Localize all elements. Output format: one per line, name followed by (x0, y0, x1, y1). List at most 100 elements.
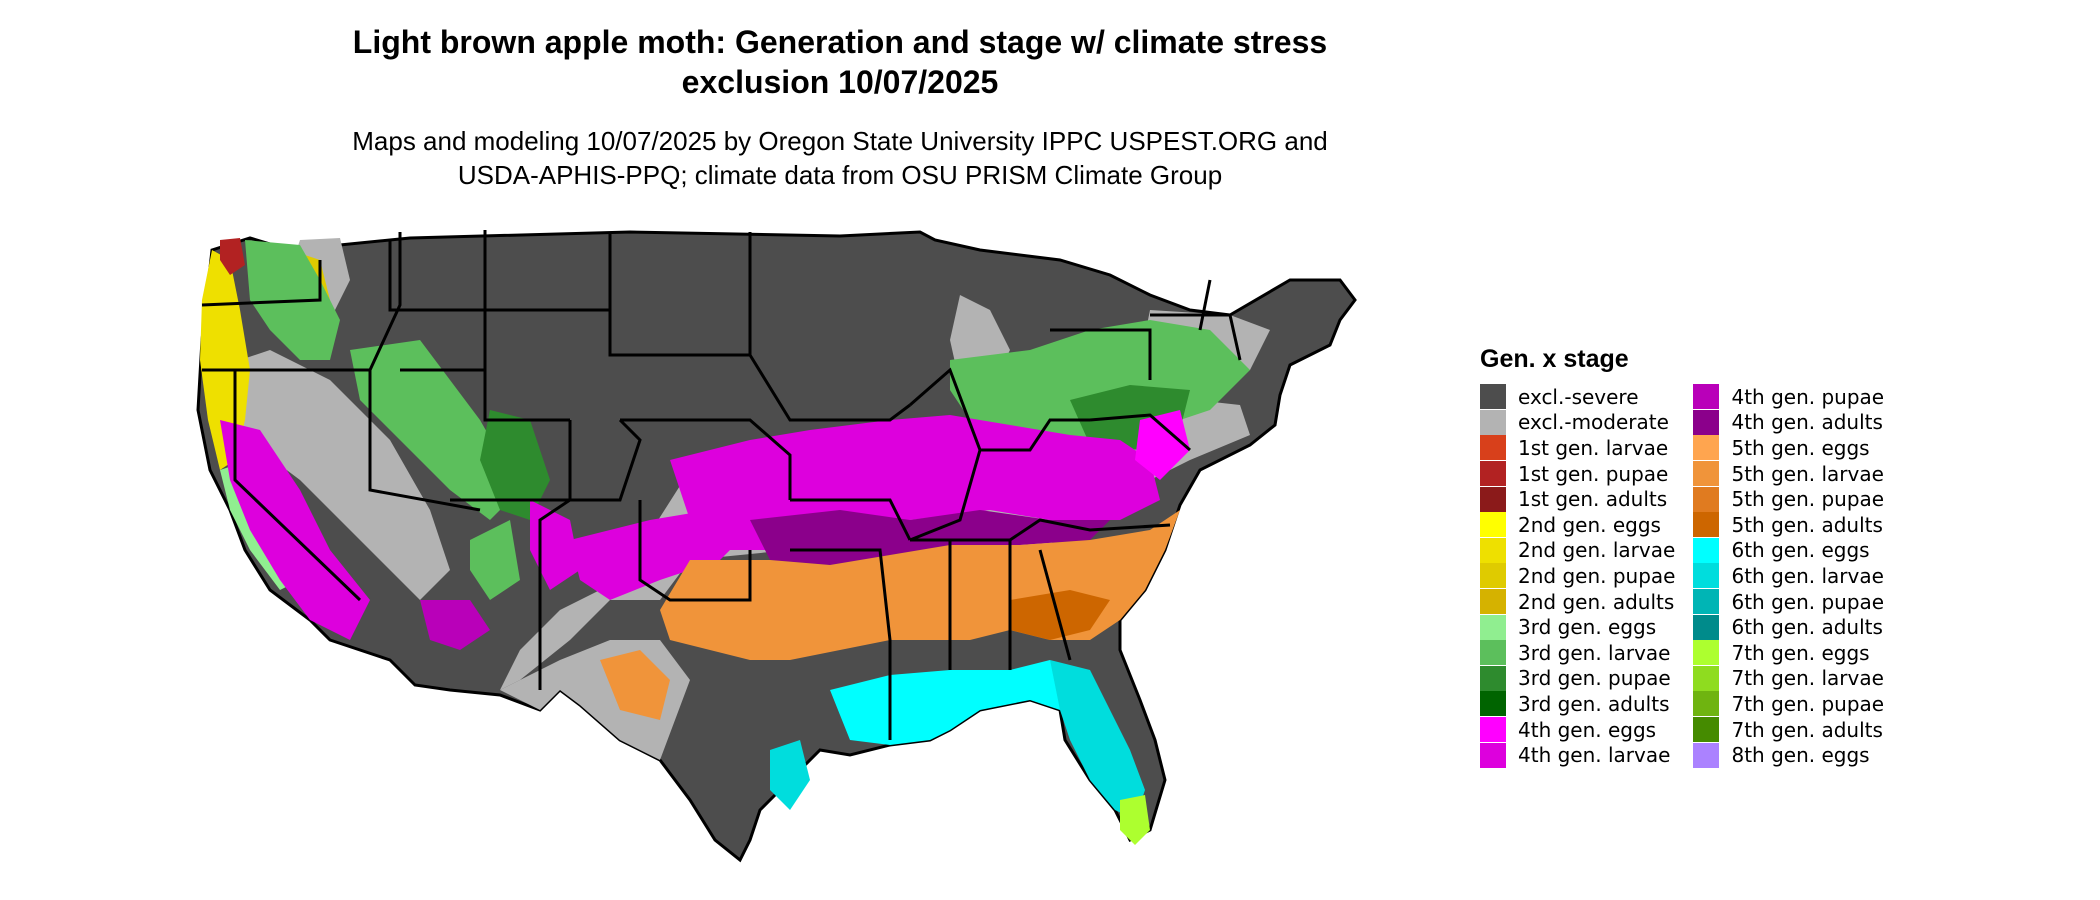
legend-item: 5th gen. eggs (1693, 435, 1884, 461)
legend-label: 6th gen. larvae (1731, 563, 1884, 588)
legend-swatch (1693, 742, 1720, 768)
legend-swatch (1480, 461, 1506, 487)
legend-item: 7th gen. larvae (1693, 665, 1884, 692)
legend-label: 2nd gen. pupae (1518, 563, 1676, 588)
legend-swatch (1693, 435, 1720, 461)
magenta-patch-arizona (530, 500, 580, 590)
legend-title: Gen. x stage (1480, 345, 1629, 373)
legend-swatch (1480, 717, 1506, 743)
legend-label: excl.-severe (1518, 384, 1639, 409)
legend-item: 7th gen. eggs (1693, 640, 1884, 666)
legend-label: 1st gen. larvae (1518, 435, 1669, 460)
map-title: Light brown apple moth: Generation and s… (230, 22, 1450, 102)
magenta-patch-southwest (420, 600, 490, 650)
legend-swatch (1693, 614, 1720, 640)
legend-item: excl.-moderate (1480, 409, 1675, 436)
legend-label: 6th gen. adults (1731, 615, 1883, 640)
legend-swatch (1693, 384, 1720, 410)
legend-swatch (1480, 512, 1506, 538)
green-band-great-basin (350, 340, 520, 520)
magenta-patch-virginia (1135, 410, 1190, 480)
legend-item: 7th gen. adults (1693, 717, 1884, 743)
legend-swatch (1480, 742, 1506, 768)
legend-item: 1st gen. larvae (1480, 435, 1675, 461)
legend-columns: excl.-severe excl.-moderate 1st gen. larva… (1480, 384, 2080, 768)
legend-swatch (1693, 665, 1720, 691)
legend-label: 6th gen. eggs (1731, 538, 1870, 563)
legend-label: 3rd gen. eggs (1518, 615, 1657, 640)
legend-label: 2nd gen. adults (1518, 589, 1675, 614)
legend-item: 4th gen. adults (1693, 409, 1884, 436)
legend-item: 6th gen. eggs (1693, 537, 1884, 564)
legend-item: 2nd gen. larvae (1480, 537, 1676, 564)
gray-patch-west (210, 350, 450, 600)
legend-swatch (1693, 486, 1720, 512)
legend-label: 8th gen. eggs (1731, 743, 1870, 768)
legend-item: 2nd gen. pupae (1480, 563, 1675, 589)
legend-label: 6th gen. pupae (1731, 589, 1885, 614)
cyan-band-florida (1050, 660, 1145, 820)
legend-swatch (1480, 640, 1506, 666)
legend-label: 1st gen. adults (1518, 487, 1668, 512)
legend-item: 6th gen. pupae (1693, 589, 1884, 615)
legend-swatch (1480, 537, 1506, 563)
legend-swatch (1693, 563, 1720, 589)
legend-label: 7th gen. larvae (1731, 666, 1884, 691)
state-boundaries (201, 230, 1242, 740)
magenta-band-texas (570, 510, 750, 600)
legend-label: 7th gen. eggs (1731, 640, 1870, 665)
legend-label: 5th gen. pupae (1731, 487, 1885, 512)
cyan-patch-texas-coast (770, 740, 810, 810)
lime-patch-florida-tip (1120, 795, 1150, 845)
legend-item: 1st gen. adults (1480, 486, 1675, 512)
legend-swatch (1693, 640, 1720, 666)
legend-item: 4th gen. pupae (1693, 384, 1884, 410)
legend-item: 5th gen. pupae (1693, 486, 1884, 512)
legend-label: 7th gen. pupae (1731, 691, 1885, 716)
legend-swatch (1480, 589, 1506, 615)
legend-label: 4th gen. pupae (1731, 384, 1885, 409)
legend-label: 3rd gen. pupae (1518, 666, 1671, 691)
legend-swatch (1693, 691, 1720, 717)
legend-swatch (1480, 614, 1506, 640)
subtitle-line-2: USDA-APHIS-PPQ; climate data from OSU PR… (457, 160, 1223, 190)
legend-label: 1st gen. pupae (1518, 461, 1669, 486)
legend-label: 4th gen. adults (1731, 410, 1883, 435)
legend-item: 7th gen. pupae (1693, 691, 1884, 717)
legend-label: 4th gen. larvae (1518, 743, 1671, 768)
legend-swatch (1480, 435, 1506, 461)
map-subtitle: Maps and modeling 10/07/2025 by Oregon S… (230, 124, 1450, 192)
us-generation-map (196, 230, 1357, 863)
legend-swatch (1693, 461, 1720, 487)
legend-swatch (1480, 409, 1506, 435)
legend-column-2: 4th gen. pupae 4th gen. adults 5th gen. eg… (1693, 384, 1884, 768)
orange-band-deep-south (1010, 590, 1110, 640)
legend-swatch (1693, 717, 1720, 743)
legend-item: 5th gen. adults (1693, 512, 1884, 538)
legend-label: 5th gen. larvae (1731, 461, 1884, 486)
legend-label: 5th gen. adults (1731, 512, 1883, 537)
legend-item: 4th gen. larvae (1480, 742, 1675, 768)
legend-label: 2nd gen. larvae (1518, 538, 1676, 563)
legend-item: 2nd gen. adults (1480, 589, 1675, 615)
legend-item: excl.-severe (1480, 384, 1675, 410)
magenta-band-california (220, 420, 370, 640)
legend-item: 3rd gen. larvae (1480, 640, 1675, 666)
title-line-1: Light brown apple moth: Generation and s… (352, 24, 1328, 60)
legend-item: 3rd gen. pupae (1480, 665, 1675, 692)
legend-item: 2nd gen. eggs (1480, 512, 1675, 538)
legend-swatch (1480, 691, 1506, 717)
legend-swatch (1693, 537, 1720, 563)
legend-swatch (1693, 512, 1720, 538)
orange-patch-texas (600, 650, 670, 720)
subtitle-line-1: Maps and modeling 10/07/2025 by Oregon S… (352, 126, 1328, 156)
legend-column-1: excl.-severe excl.-moderate 1st gen. larva… (1480, 384, 1675, 768)
legend: Gen. x stage excl.-severe excl.-moderate 1… (1480, 345, 2080, 768)
legend-item: 6th gen. adults (1693, 614, 1884, 640)
legend-label: 4th gen. eggs (1518, 717, 1657, 742)
legend-swatch (1480, 665, 1506, 691)
legend-label: 2nd gen. eggs (1518, 512, 1661, 537)
legend-label: 7th gen. adults (1731, 717, 1883, 742)
legend-swatch (1693, 589, 1720, 615)
legend-swatch (1480, 486, 1506, 512)
